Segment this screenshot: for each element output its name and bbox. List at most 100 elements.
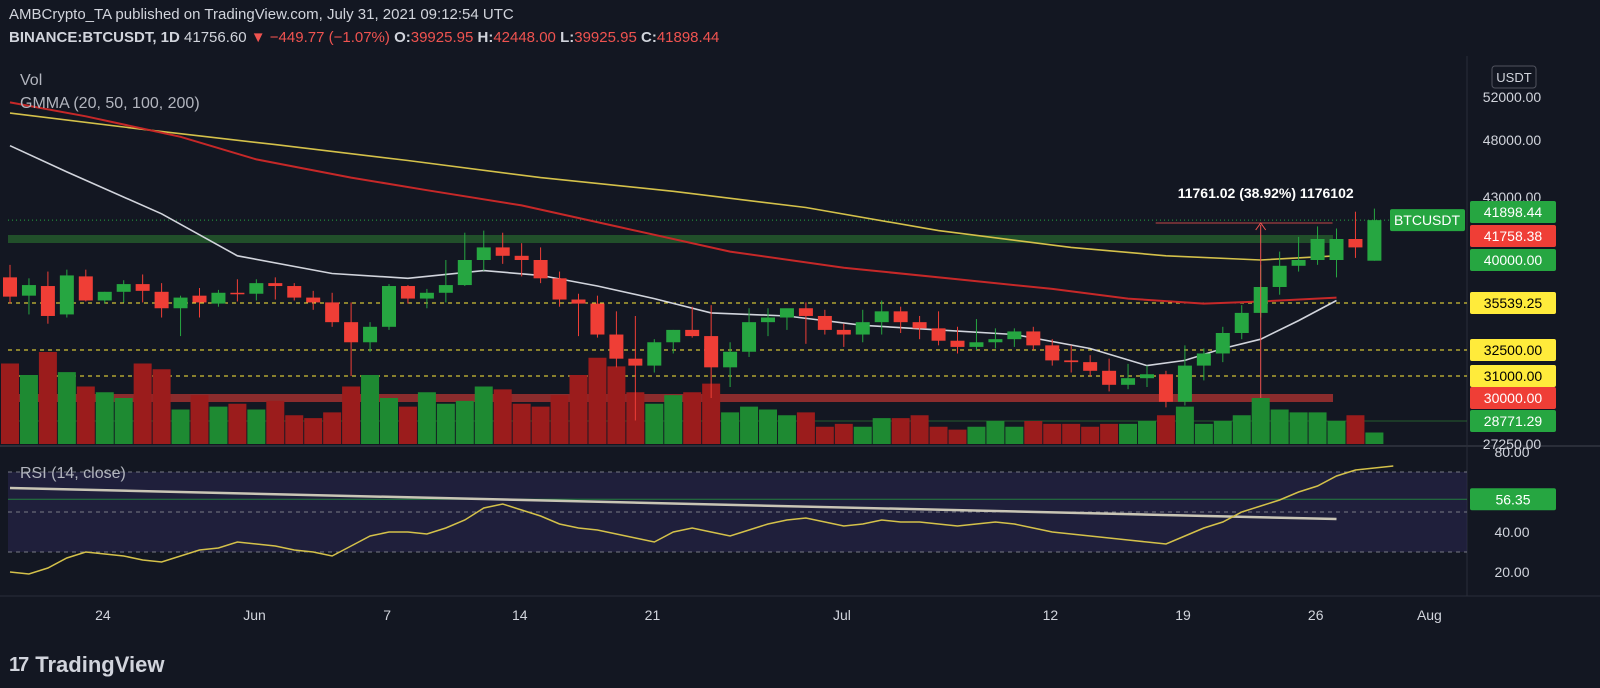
- candle-body: [628, 358, 643, 366]
- low-label: L:: [560, 29, 575, 46]
- date-tick-label: 19: [1175, 607, 1191, 623]
- candle-body: [1026, 331, 1041, 346]
- volume-bar: [834, 423, 853, 444]
- candle-body: [59, 275, 74, 315]
- candle-body: [1367, 220, 1382, 261]
- candle-body: [1045, 345, 1060, 361]
- rsi-value-tag-text: 56.35: [1495, 491, 1530, 507]
- candle-body: [1310, 239, 1325, 260]
- candle-body: [950, 340, 965, 347]
- volume-bar: [398, 406, 417, 444]
- candle-body: [647, 342, 662, 366]
- currency-box[interactable]: [1491, 65, 1537, 89]
- rsi-line: [9, 465, 1394, 575]
- candle-body: [1177, 365, 1192, 402]
- price-axis-tag-text: 41758.38: [1484, 228, 1543, 244]
- price-axis-tag-text: 41898.44: [1484, 204, 1543, 220]
- candle-body: [476, 247, 491, 260]
- date-tick-label: Aug: [1417, 607, 1442, 623]
- volume-bar: [512, 403, 531, 444]
- candle-body: [230, 292, 245, 295]
- candle-body: [97, 291, 112, 301]
- candle-body: [1140, 374, 1154, 379]
- date-tick-label: 24: [95, 607, 111, 623]
- high-value: 42448.00: [493, 29, 556, 46]
- price-tick-label: 52000.00: [1483, 89, 1542, 105]
- volume-bar: [948, 429, 967, 444]
- rsi-tick-label: 80.00: [1494, 444, 1529, 460]
- volume-bar: [531, 406, 550, 444]
- candle-body: [1234, 312, 1249, 333]
- close-value: 41898.44: [656, 29, 720, 46]
- rsi-tick-label: 40.00: [1494, 524, 1529, 540]
- candle-body: [21, 285, 36, 296]
- volume-bar: [1081, 426, 1100, 444]
- candle-body: [211, 292, 226, 304]
- candle-body: [836, 329, 851, 335]
- volume-bar: [1289, 412, 1308, 444]
- volume-bar: [872, 418, 891, 444]
- candle-body: [798, 308, 813, 316]
- volume-bar: [1138, 421, 1156, 444]
- price-axis-tag-text: 30000.00: [1484, 390, 1543, 406]
- candle-body: [931, 328, 946, 341]
- candle-body: [192, 295, 207, 303]
- price-tick-label: 48000.00: [1483, 132, 1542, 148]
- rsi-value-tag: [1470, 488, 1556, 511]
- candle-body: [685, 329, 700, 337]
- candle-body: [609, 334, 624, 359]
- volume-bar: [664, 395, 683, 444]
- candle-body: [874, 311, 889, 323]
- candle-body: [116, 284, 131, 292]
- date-tick-label: Jun: [243, 607, 266, 623]
- volume-bar: [228, 403, 247, 444]
- high-label: H:: [477, 29, 494, 46]
- vol-indicator-label[interactable]: Vol: [20, 72, 42, 89]
- volume-bar: [721, 412, 740, 444]
- price-axis-tag: [1470, 365, 1556, 387]
- volume-bar: [1100, 423, 1119, 444]
- volume-bar: [152, 369, 171, 444]
- volume-bar: [417, 392, 436, 444]
- candle-body: [173, 297, 188, 309]
- date-tick-label: 21: [645, 607, 661, 623]
- rsi-indicator-label[interactable]: RSI (14, close): [20, 465, 126, 482]
- price-axis-tag: [1470, 387, 1556, 409]
- volume-bar: [1365, 432, 1384, 444]
- candle-body: [249, 283, 264, 294]
- volume-bar: [569, 375, 588, 444]
- tradingview-logo-icon: 17: [9, 653, 29, 676]
- rsi-tick-label: 20.00: [1494, 564, 1529, 580]
- volume-bar: [76, 386, 95, 444]
- volume-bar: [815, 426, 834, 444]
- currency-label: USDT: [1496, 70, 1531, 85]
- date-tick-label: 12: [1043, 607, 1059, 623]
- volume-bar: [38, 352, 57, 444]
- candle-body: [325, 302, 340, 323]
- volume-bar: [550, 395, 569, 444]
- candle-body: [1329, 239, 1344, 260]
- candle-body: [495, 247, 510, 256]
- down-arrow-icon: ▼: [250, 29, 266, 46]
- price-axis-tag: [1470, 225, 1556, 247]
- volume-bar: [209, 406, 228, 444]
- price-tick-label: 27250.00: [1483, 436, 1542, 452]
- volume-bar: [740, 406, 759, 444]
- candle-body: [912, 322, 927, 329]
- candle-body: [817, 315, 832, 330]
- volume-bar: [114, 398, 133, 444]
- volume-bar: [436, 403, 455, 444]
- candle-body: [1272, 265, 1287, 287]
- gmma-indicator-label[interactable]: GMMA (20, 50, 100, 200): [20, 95, 200, 112]
- candle-body: [1083, 362, 1098, 371]
- candle-body: [382, 286, 396, 327]
- tradingview-logo[interactable]: 17 TradingView: [9, 652, 164, 678]
- volume-bar: [986, 421, 1005, 444]
- volume-bar: [380, 398, 398, 444]
- volume-bar: [683, 392, 702, 444]
- candle-body: [761, 317, 775, 323]
- volume-bar: [285, 415, 304, 444]
- price-axis-tag-text: 35539.25: [1484, 295, 1543, 311]
- volume-bar: [796, 412, 815, 444]
